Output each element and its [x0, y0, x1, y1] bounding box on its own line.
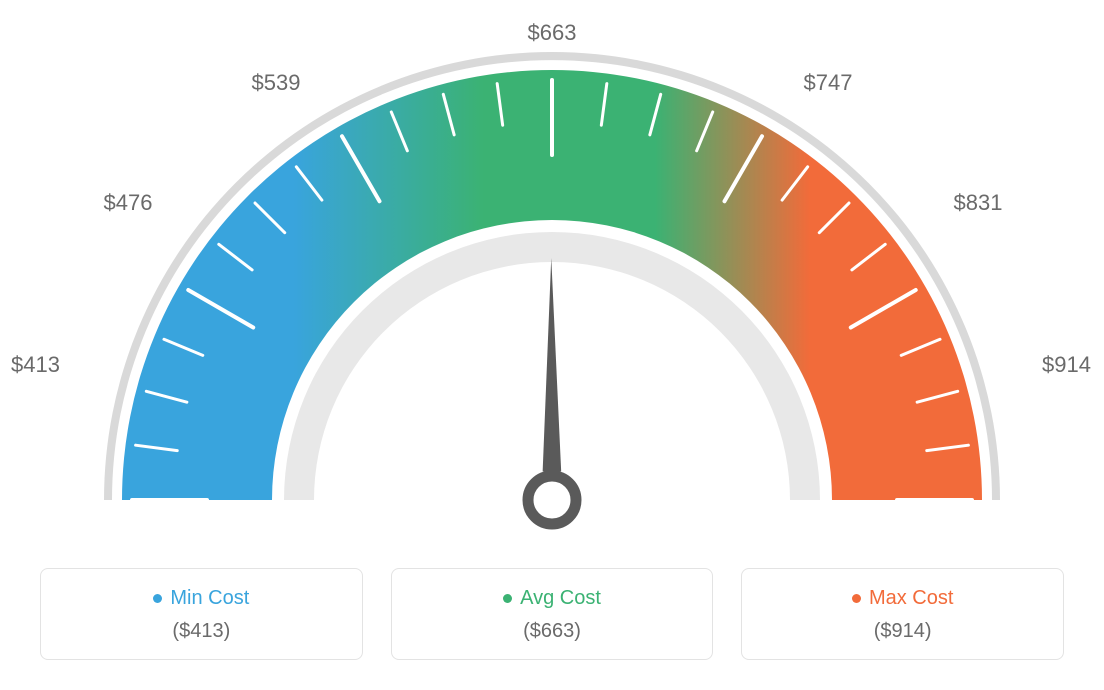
legend-dot-avg [503, 594, 512, 603]
legend-card-avg: Avg Cost ($663) [391, 568, 714, 660]
gauge-scale-label: $413 [11, 352, 60, 378]
gauge-chart: $413 $476 $539 $663 $747 $831 $914 [0, 0, 1104, 560]
legend-dot-min [153, 594, 162, 603]
gauge-scale-label: $747 [804, 70, 853, 96]
legend-label-max: Max Cost [869, 587, 953, 610]
legend-title-avg: Avg Cost [503, 587, 601, 610]
legend-card-min: Min Cost ($413) [40, 568, 363, 660]
legend-title-min: Min Cost [153, 587, 249, 610]
legend-dot-max [852, 594, 861, 603]
legend-value-min: ($413) [51, 620, 352, 643]
gauge-scale-label: $914 [1042, 352, 1091, 378]
gauge-needle [543, 258, 562, 471]
gauge-scale-label: $663 [528, 20, 577, 46]
legend-card-max: Max Cost ($914) [741, 568, 1064, 660]
legend-label-min: Min Cost [170, 587, 249, 610]
gauge-svg [52, 20, 1052, 560]
gauge-scale-label: $539 [252, 70, 301, 96]
legend-title-max: Max Cost [852, 587, 953, 610]
legend-row: Min Cost ($413) Avg Cost ($663) Max Cost… [40, 568, 1064, 660]
gauge-needle-hub [528, 476, 576, 524]
legend-value-avg: ($663) [402, 620, 703, 643]
gauge-scale-label: $831 [954, 190, 1003, 216]
gauge-scale-label: $476 [104, 190, 153, 216]
legend-label-avg: Avg Cost [520, 587, 601, 610]
legend-value-max: ($914) [752, 620, 1053, 643]
